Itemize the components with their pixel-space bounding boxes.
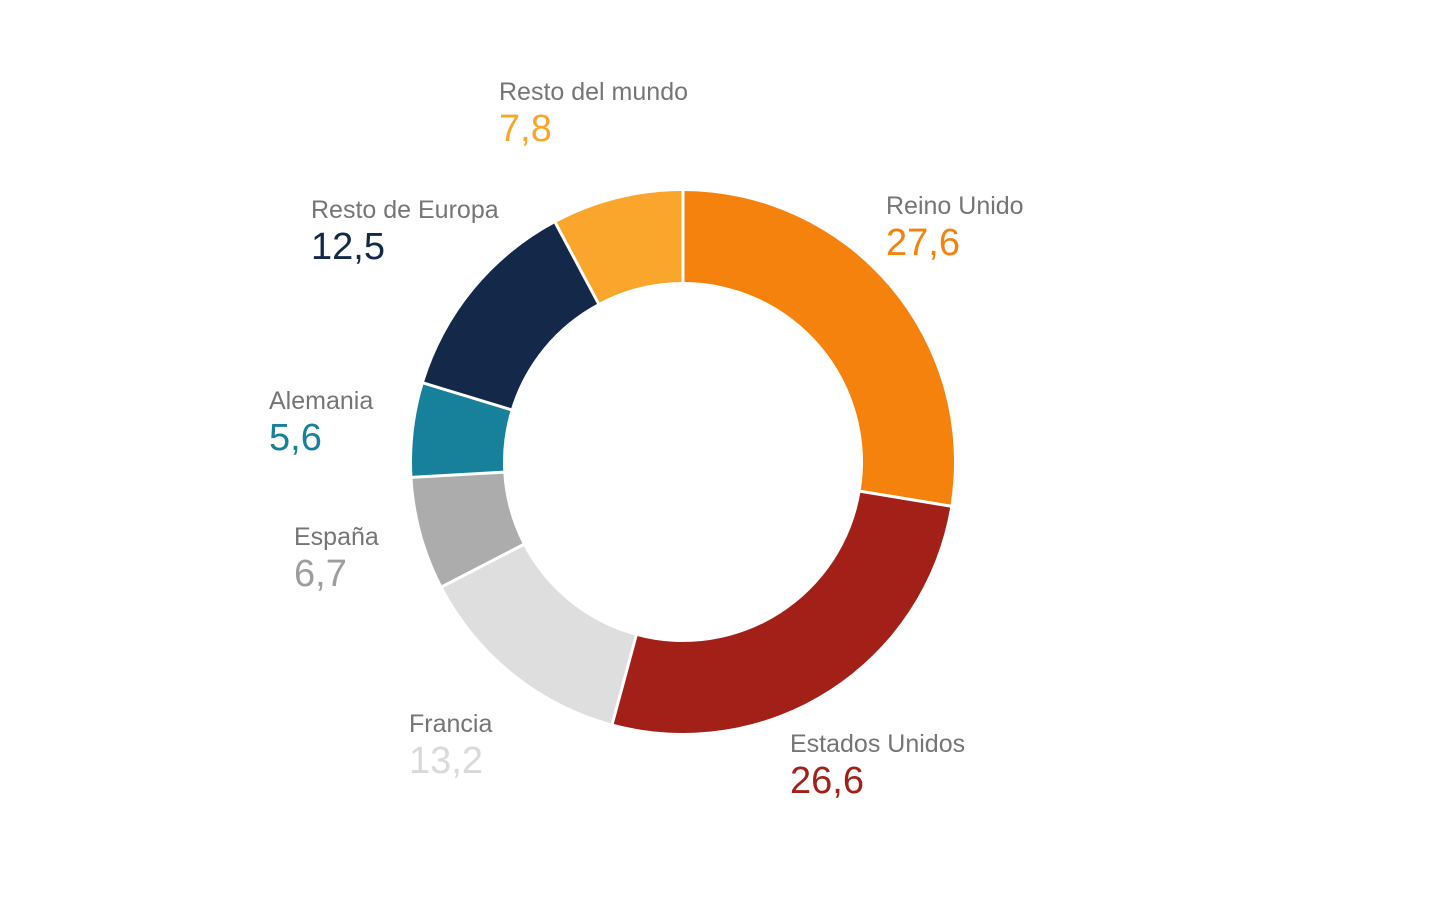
segment-separator xyxy=(411,470,505,479)
label-block-espana: España 6,7 xyxy=(294,521,379,595)
segment-separator xyxy=(422,381,513,412)
segment-value: 13,2 xyxy=(409,740,483,782)
segment-label: España xyxy=(294,523,379,551)
label-block-francia: Francia 13,2 xyxy=(409,708,492,782)
donut-segment-reino-unido xyxy=(683,191,954,507)
segment-label: Estados Unidos xyxy=(790,730,966,758)
segment-label: Resto del mundo xyxy=(499,78,689,106)
segment-separator xyxy=(859,489,952,508)
segment-value: 6,7 xyxy=(294,553,347,595)
segment-label: Alemania xyxy=(269,387,374,415)
donut-rings xyxy=(411,190,954,733)
label-block-resto-de-europa: Resto de Europa 12,5 xyxy=(311,194,499,268)
donut-segment-estados-unidos xyxy=(612,491,951,733)
segment-value: 12,5 xyxy=(311,226,385,268)
segment-value: 27,6 xyxy=(886,222,960,264)
donut-segment-francia xyxy=(442,544,637,724)
label-block-alemania: Alemania 5,6 xyxy=(269,385,373,459)
segment-value: 26,6 xyxy=(790,760,864,802)
segment-separator xyxy=(553,221,601,305)
segment-value: 7,8 xyxy=(499,108,552,150)
label-block-estados-unidos: Estados Unidos 26,6 xyxy=(790,728,965,802)
label-block-reino-unido: Reino Unido 27,6 xyxy=(886,190,1024,264)
donut-segment-alemania xyxy=(412,383,511,478)
segment-separator xyxy=(440,542,525,589)
segment-label: Francia xyxy=(409,710,493,738)
donut-segment-resto-de-europa xyxy=(423,222,599,410)
label-block-resto-del-mundo: Resto del mundo 7,8 xyxy=(499,76,688,150)
segment-value: 5,6 xyxy=(269,417,322,459)
segment-label: Resto de Europa xyxy=(311,196,499,224)
segment-separator xyxy=(610,634,638,725)
donut-segment-resto-del-mundo xyxy=(555,191,683,304)
segment-label: Reino Unido xyxy=(886,192,1024,220)
